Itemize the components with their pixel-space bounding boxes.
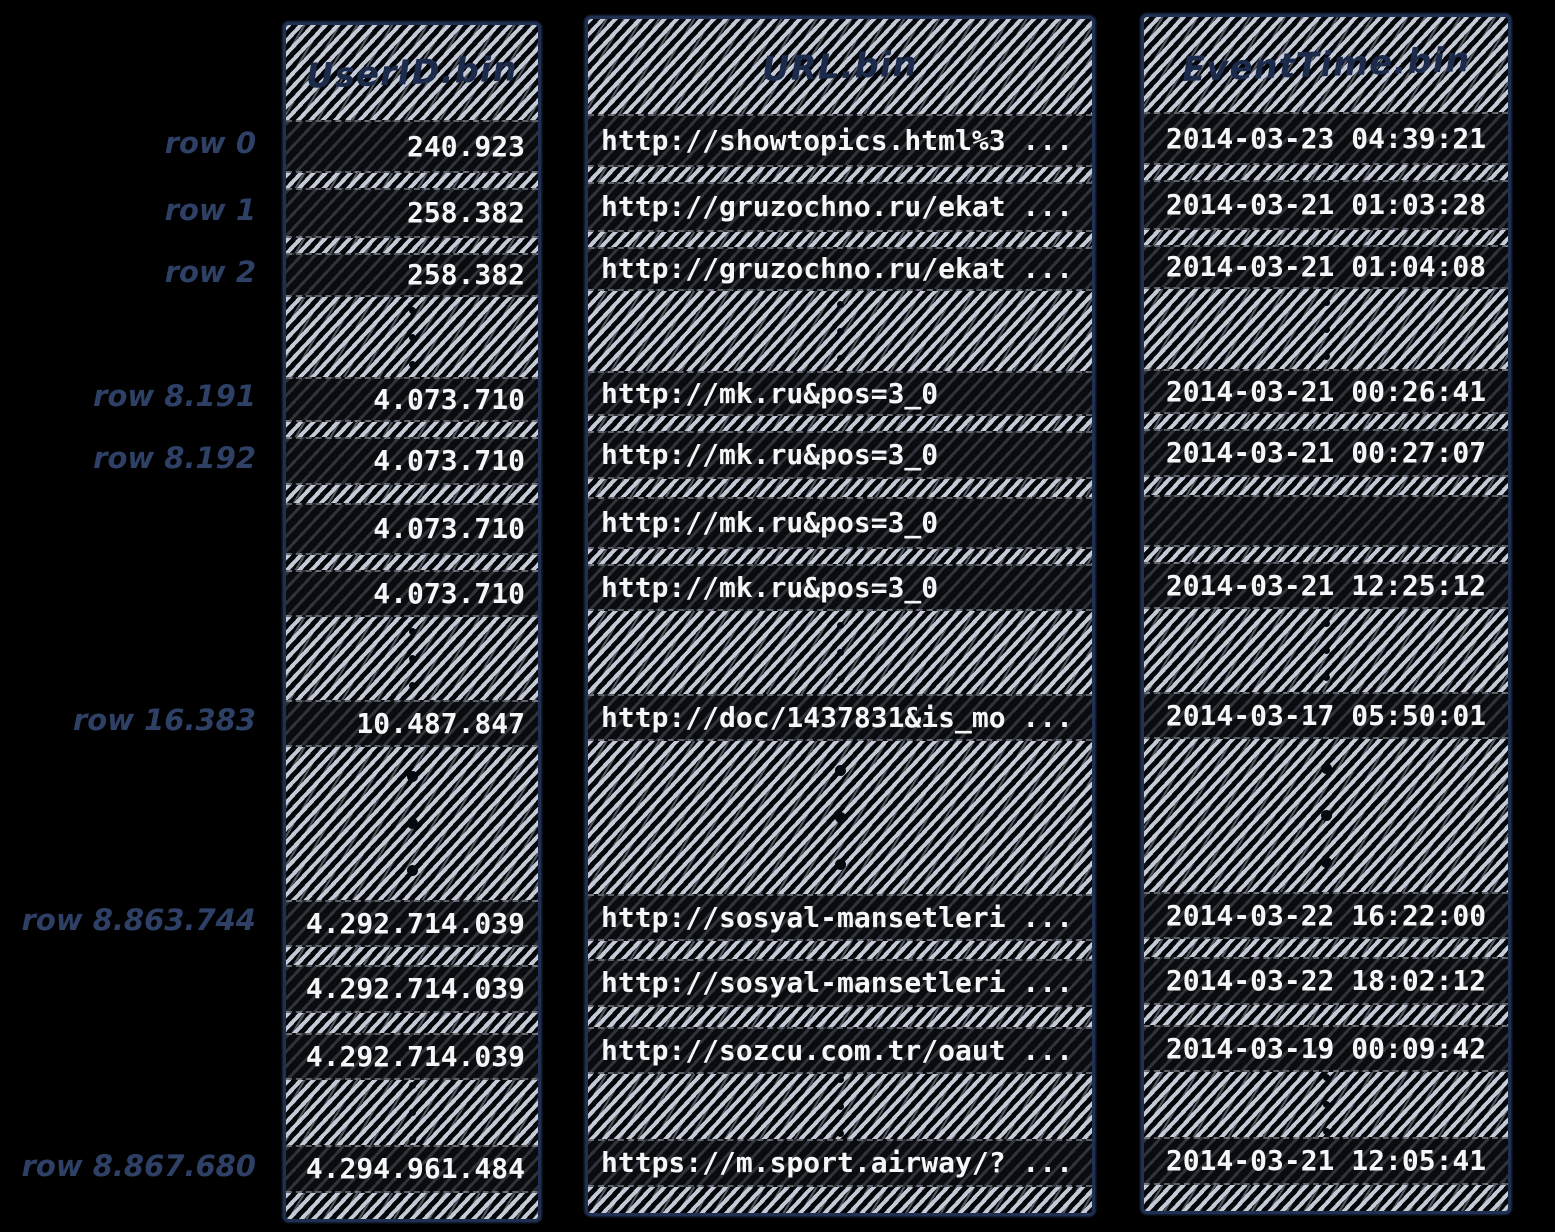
- hatch-strip: [286, 173, 538, 188]
- userid-cell: 4.073.710: [286, 503, 538, 555]
- userid-cell: 4.073.710: [286, 437, 538, 485]
- url-cell: http://doc/1437831&is_mo ...: [588, 694, 1092, 741]
- column-title: URL.bin: [761, 43, 919, 90]
- userid-cell: 10.487.847: [286, 700, 538, 747]
- hatch-strip: [1144, 547, 1508, 562]
- hatch-strip: [588, 1007, 1092, 1027]
- hatch-strip: [1144, 939, 1508, 957]
- row-label: row 0: [164, 126, 256, 160]
- column-eventtime-bin: EventTime.bin 2014-03-23 04:39:21 2014-0…: [1141, 14, 1511, 1214]
- userid-cell: 258.382: [286, 253, 538, 297]
- url-cell: http://sozcu.com.tr/oaut ...: [588, 1027, 1092, 1074]
- row-label: row 1: [164, 193, 256, 227]
- url-cell: http://mk.ru&pos=3_0: [588, 497, 1092, 549]
- eventtime-cell: 2014-03-17 05:50:01: [1144, 692, 1508, 739]
- hatch-strip: [286, 238, 538, 253]
- url-cell: http://gruzochno.ru/ekat ...: [588, 182, 1092, 232]
- userid-cell: 4.073.710: [286, 570, 538, 617]
- vertical-ellipsis-icon: [286, 617, 538, 700]
- row-label: row 8.867.680: [21, 1149, 256, 1183]
- eventtime-cell: 2014-03-21 01:04:08: [1144, 245, 1508, 289]
- userid-cell: 4.292.714.039: [286, 900, 538, 947]
- column-userid-bin: UserID.bin 240.923 258.382 258.382 4.073…: [283, 22, 541, 1222]
- eventtime-cell: 2014-03-21 12:25:12: [1144, 562, 1508, 609]
- column-header: EventTime.bin: [1144, 17, 1508, 112]
- eventtime-cell: 2014-03-21 00:27:07: [1144, 429, 1508, 477]
- hatch-strip: [588, 232, 1092, 247]
- hatch-strip: [1144, 165, 1508, 180]
- hatch-strip: [1144, 414, 1508, 429]
- row-label: row 2: [164, 255, 256, 289]
- vertical-ellipsis-icon: [286, 747, 538, 900]
- vertical-ellipsis-icon: [1144, 289, 1508, 369]
- url-cell: http://showtopics.html%3 ...: [588, 114, 1092, 167]
- userid-cell: 4.073.710: [286, 377, 538, 422]
- hatch-strip: [588, 549, 1092, 564]
- eventtime-cell-empty: [1144, 495, 1508, 547]
- vertical-ellipsis-icon: [286, 1080, 538, 1145]
- eventtime-cell: 2014-03-22 18:02:12: [1144, 957, 1508, 1005]
- eventtime-cell: 2014-03-22 16:22:00: [1144, 892, 1508, 939]
- row-label: row 8.863.744: [21, 903, 256, 937]
- hatch-strip: [588, 1187, 1092, 1213]
- url-cell: http://sosyal-mansetleri ...: [588, 959, 1092, 1007]
- row-label: row 8.191: [93, 379, 256, 413]
- eventtime-cell: 2014-03-21 00:26:41: [1144, 369, 1508, 414]
- userid-cell: 240.923: [286, 120, 538, 173]
- hatch-strip: [286, 1013, 538, 1033]
- vertical-ellipsis-icon: [588, 611, 1092, 694]
- hatch-strip: [1144, 1005, 1508, 1025]
- hatch-strip: [286, 555, 538, 570]
- vertical-ellipsis-icon: [1144, 739, 1508, 892]
- vertical-ellipsis-icon: [286, 297, 538, 377]
- eventtime-cell: 2014-03-19 00:09:42: [1144, 1025, 1508, 1072]
- vertical-ellipsis-icon: [1144, 609, 1508, 692]
- eventtime-cell: 2014-03-21 01:03:28: [1144, 180, 1508, 230]
- url-cell: http://sosyal-mansetleri ...: [588, 894, 1092, 941]
- hatch-strip: [588, 167, 1092, 182]
- column-title: EventTime.bin: [1181, 39, 1471, 90]
- userid-cell: 4.294.961.484: [286, 1145, 538, 1193]
- url-cell: http://gruzochno.ru/ekat ...: [588, 247, 1092, 291]
- vertical-ellipsis-icon: [588, 741, 1092, 894]
- column-header: URL.bin: [588, 19, 1092, 114]
- eventtime-cell: 2014-03-23 04:39:21: [1144, 112, 1508, 165]
- hatch-strip: [1144, 477, 1508, 495]
- row-label: row 16.383: [72, 703, 256, 737]
- hatch-strip: [1144, 1185, 1508, 1211]
- eventtime-cell: 2014-03-21 12:05:41: [1144, 1137, 1508, 1185]
- hatch-strip: [286, 485, 538, 503]
- userid-cell: 4.292.714.039: [286, 965, 538, 1013]
- hatch-strip: [286, 422, 538, 437]
- vertical-ellipsis-icon: [588, 1074, 1092, 1139]
- url-cell: http://mk.ru&pos=3_0: [588, 564, 1092, 611]
- hatch-strip: [588, 479, 1092, 497]
- url-cell: https://m.sport.airway/? ...: [588, 1139, 1092, 1187]
- userid-cell: 4.292.714.039: [286, 1033, 538, 1080]
- hatch-strip: [286, 1193, 538, 1219]
- url-cell: http://mk.ru&pos=3_0: [588, 431, 1092, 479]
- vertical-ellipsis-icon: [1144, 1072, 1508, 1137]
- hatch-strip: [286, 947, 538, 965]
- hatch-strip: [588, 941, 1092, 959]
- row-label: row 8.192: [93, 441, 256, 475]
- hatch-strip: [588, 416, 1092, 431]
- column-url-bin: URL.bin http://showtopics.html%3 ... htt…: [585, 16, 1095, 1216]
- userid-cell: 258.382: [286, 188, 538, 238]
- vertical-ellipsis-icon: [588, 291, 1092, 371]
- hatch-strip: [1144, 230, 1508, 245]
- url-cell: http://mk.ru&pos=3_0: [588, 371, 1092, 416]
- column-header: UserID.bin: [286, 25, 538, 120]
- column-title: UserID.bin: [305, 48, 519, 97]
